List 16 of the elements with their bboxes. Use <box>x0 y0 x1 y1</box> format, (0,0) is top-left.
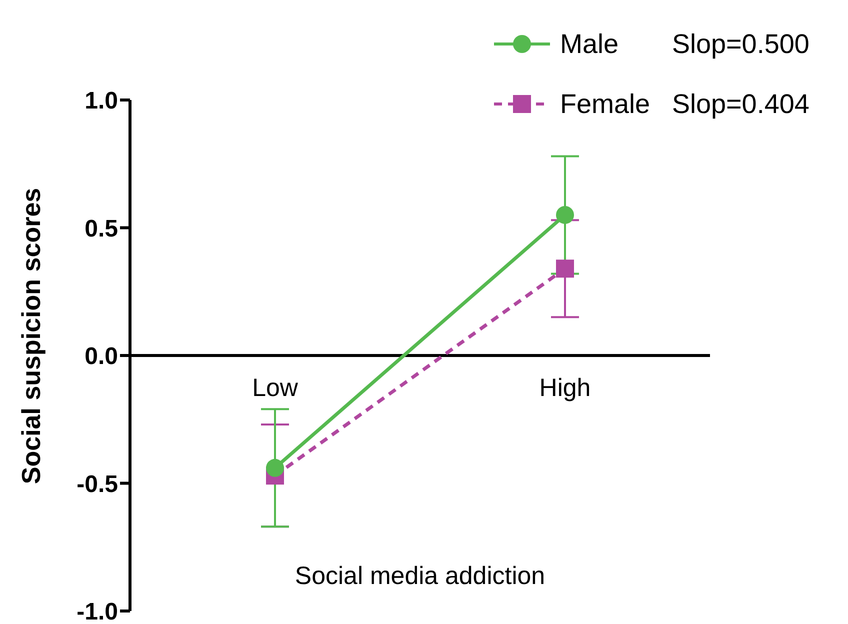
x-axis-title: Social media addiction <box>294 562 546 590</box>
y-tick-label: 1.0 <box>84 88 118 115</box>
legend-label: Female <box>560 88 652 120</box>
legend-label: Male <box>560 28 620 60</box>
point <box>556 260 574 278</box>
x-tick-label: High <box>539 374 591 402</box>
y-tick-label: 0.5 <box>84 215 118 242</box>
point <box>556 206 574 224</box>
annotation: Slop=0.404 <box>672 88 810 120</box>
y-tick-label: -0.5 <box>76 470 118 498</box>
x-tick-label: Low <box>252 374 299 402</box>
point <box>266 458 284 477</box>
y-axis-title: Social suspicion scores <box>16 188 46 484</box>
y-tick-label: 0.0 <box>84 343 118 370</box>
y-tick-label: -1.0 <box>76 598 118 624</box>
text: Slop=0.500 <box>672 28 810 60</box>
